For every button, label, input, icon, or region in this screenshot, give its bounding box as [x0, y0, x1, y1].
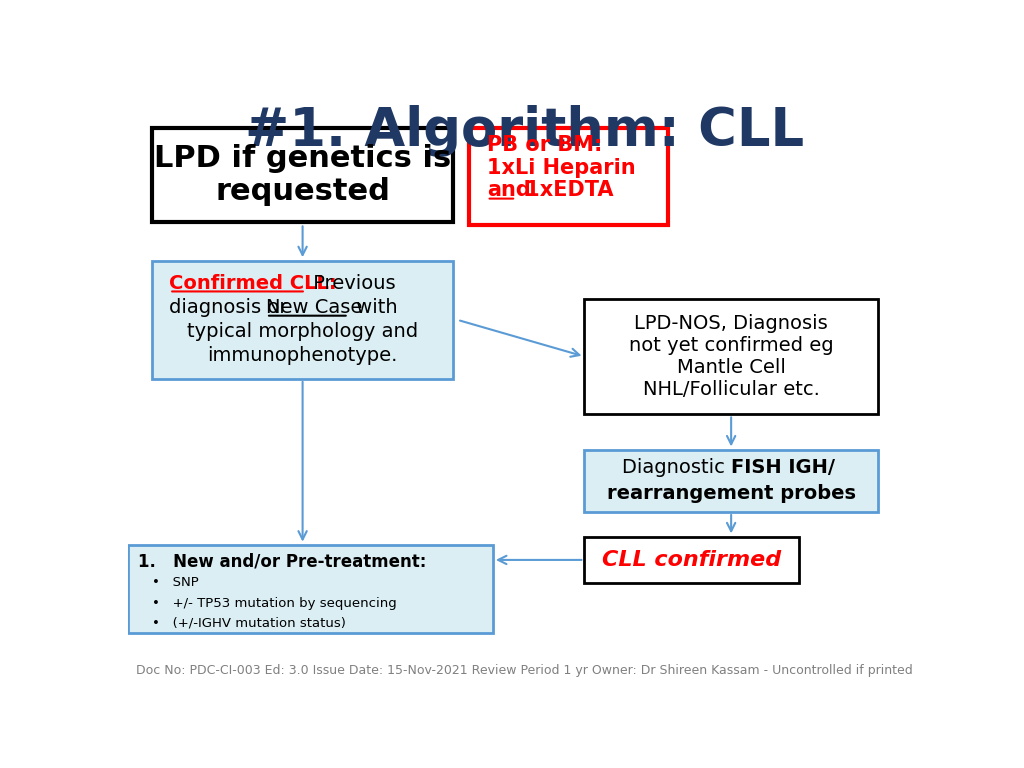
- Text: #1. Algorithm: CLL: #1. Algorithm: CLL: [245, 104, 805, 157]
- Text: Previous: Previous: [307, 273, 396, 293]
- FancyBboxPatch shape: [585, 450, 878, 512]
- FancyBboxPatch shape: [585, 299, 878, 415]
- Text: New Case: New Case: [266, 298, 362, 317]
- Text: •   (+/-IGHV mutation status): • (+/-IGHV mutation status): [152, 617, 346, 630]
- FancyBboxPatch shape: [152, 260, 454, 379]
- Text: •   SNP: • SNP: [152, 577, 199, 590]
- Text: 1xLi Heparin: 1xLi Heparin: [486, 158, 635, 178]
- FancyBboxPatch shape: [469, 127, 668, 225]
- Text: Diagnostic: Diagnostic: [622, 458, 731, 478]
- Text: LPD-NOS, Diagnosis
not yet confirmed eg
Mantle Cell
NHL/Follicular etc.: LPD-NOS, Diagnosis not yet confirmed eg …: [629, 314, 834, 399]
- Text: typical morphology and: typical morphology and: [187, 322, 418, 341]
- FancyBboxPatch shape: [128, 545, 494, 634]
- Text: immunophenotype.: immunophenotype.: [208, 346, 397, 366]
- Text: Doc No: PDC-CI-003 Ed: 3.0 Issue Date: 15-Nov-2021 Review Period 1 yr Owner: Dr : Doc No: PDC-CI-003 Ed: 3.0 Issue Date: 1…: [136, 664, 913, 677]
- Text: •   +/- TP53 mutation by sequencing: • +/- TP53 mutation by sequencing: [152, 597, 396, 610]
- FancyBboxPatch shape: [152, 127, 454, 222]
- Text: rearrangement probes: rearrangement probes: [606, 485, 856, 504]
- Text: FISH IGH/: FISH IGH/: [731, 458, 836, 478]
- Text: Confirmed CLL:: Confirmed CLL:: [169, 273, 337, 293]
- Text: PB or BM:: PB or BM:: [486, 135, 602, 155]
- Text: LPD if genetics is
requested: LPD if genetics is requested: [154, 144, 452, 207]
- Text: and: and: [486, 180, 530, 200]
- Text: diagnosis or: diagnosis or: [169, 298, 294, 317]
- FancyBboxPatch shape: [585, 537, 799, 583]
- Text: 1.   New and/or Pre-treatment:: 1. New and/or Pre-treatment:: [137, 552, 426, 570]
- Text: 1xEDTA: 1xEDTA: [518, 180, 613, 200]
- Text: with: with: [350, 298, 398, 317]
- Text: CLL confirmed: CLL confirmed: [602, 550, 781, 570]
